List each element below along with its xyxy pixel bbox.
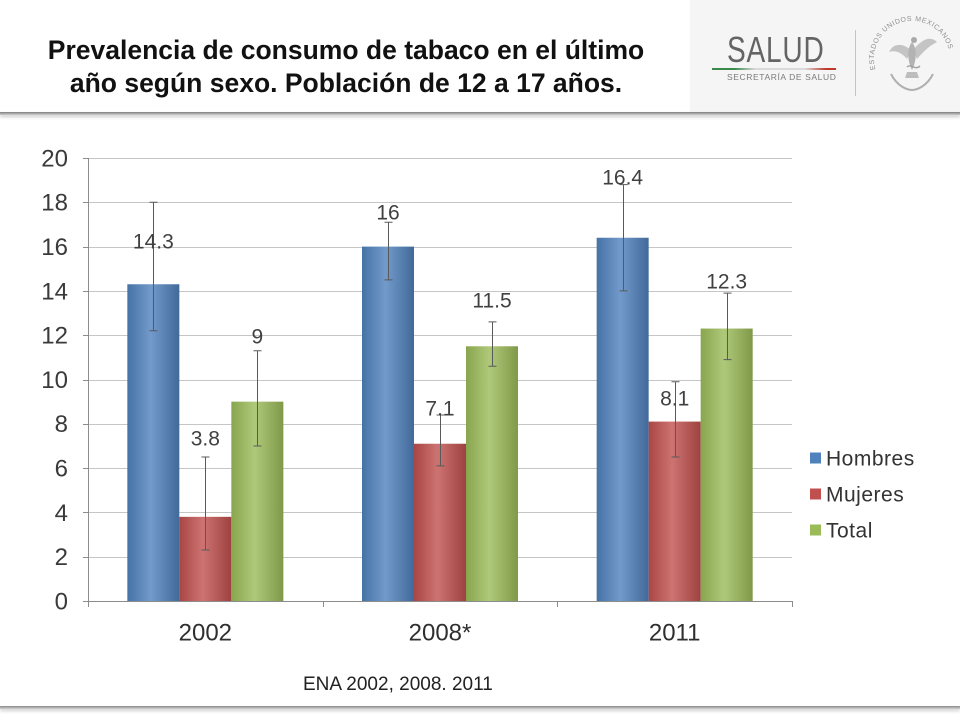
- data-label-hombres-2011: 16.4: [602, 166, 643, 189]
- footer-separator: [0, 706, 960, 709]
- eagle-wing-left: [889, 44, 911, 59]
- y-tick-label: 14: [41, 278, 68, 305]
- logo-accent-line: [712, 68, 836, 70]
- bar-mujeres-2011: [648, 421, 701, 601]
- slide-title: Prevalencia de consumo de tabaco en el ú…: [30, 34, 662, 100]
- y-tick-label: 12: [41, 323, 68, 350]
- slide-title-line-2: año según sexo. Población de 12 a 17 año…: [69, 68, 623, 98]
- legend-swatch-hombres: [810, 452, 821, 464]
- data-label-total-2002: 9: [251, 325, 263, 348]
- data-label-mujeres-2008: 7.1: [425, 397, 454, 420]
- legend-label-total: Total: [826, 519, 873, 542]
- data-label-total-2008: 11.5: [472, 289, 511, 312]
- category-label-2002: 2002: [179, 619, 232, 646]
- y-tick-label: 18: [41, 190, 68, 217]
- y-tick-label: 16: [41, 234, 68, 261]
- data-label-mujeres-2011: 8.1: [660, 387, 689, 410]
- salud-logo: SALUD SECRETARÍA DE SALUD ESTADOS UNIDOS…: [690, 0, 960, 112]
- error-bar-mujeres-2011: [671, 381, 680, 458]
- error-bar-hombres-2002: [149, 201, 158, 332]
- y-tick-label: 8: [55, 411, 68, 438]
- y-tick-label: 2: [55, 544, 68, 571]
- data-label-mujeres-2002: 3.8: [191, 427, 220, 450]
- eagle-body: [908, 42, 916, 70]
- data-label-hombres-2002: 14.3: [133, 230, 174, 253]
- error-bar-hombres-2008: [384, 221, 393, 281]
- y-tick-label: 6: [55, 456, 68, 483]
- bar-total-2011: [700, 328, 753, 601]
- legend-label-hombres: Hombres: [826, 447, 915, 470]
- legend-label-mujeres: Mujeres: [826, 483, 904, 506]
- data-label-hombres-2008: 16: [376, 201, 399, 224]
- y-tick-label: 0: [55, 588, 68, 615]
- bar-hombres-2008: [362, 246, 414, 601]
- y-tick-label: 20: [41, 145, 68, 172]
- legend-swatch-mujeres: [810, 488, 821, 500]
- y-tick-label: 4: [55, 500, 68, 527]
- slide-title-line-1: Prevalencia de consumo de tabaco en el ú…: [47, 35, 645, 65]
- error-bar-hombres-2011: [619, 184, 628, 292]
- y-tick-label: 10: [41, 367, 68, 394]
- logo-subtitle: SECRETARÍA DE SALUD: [727, 72, 837, 82]
- seal-wreath: [890, 73, 934, 92]
- source-note: ENA 2002, 2008. 2011: [303, 674, 493, 695]
- eagle-wing-right: [913, 38, 937, 59]
- eagle-head: [911, 37, 917, 43]
- salud-wordmark: SALUD: [727, 29, 825, 70]
- bar-mujeres-2008: [414, 443, 466, 601]
- error-bar-total-2002: [253, 350, 262, 447]
- category-label-2011: 2011: [649, 619, 701, 646]
- coat-of-arms-seal-icon: ESTADOS UNIDOS MEXICANOS: [869, 16, 953, 92]
- bar-hombres-2011: [596, 237, 649, 601]
- logo-divider: [855, 30, 856, 96]
- cactus: [905, 72, 919, 78]
- legend-swatch-total: [810, 524, 821, 536]
- prevalence-bar-chart: 0 2 4 6 8 10 12 14 16 18 20 14.3 16 16.4 3.8 7.1 8.1 9 11.…: [41, 145, 915, 646]
- header-separator: [0, 112, 960, 115]
- error-bar-total-2011: [723, 292, 732, 361]
- error-bar-mujeres-2008: [436, 414, 445, 467]
- bar-total-2008: [466, 346, 518, 601]
- error-bar-total-2008: [488, 321, 497, 367]
- bar-hombres-2002: [127, 284, 180, 601]
- error-bar-mujeres-2002: [201, 456, 210, 551]
- category-label-2008: 2008*: [409, 619, 472, 646]
- data-label-total-2011: 12.3: [706, 270, 747, 293]
- serpent: [906, 65, 921, 69]
